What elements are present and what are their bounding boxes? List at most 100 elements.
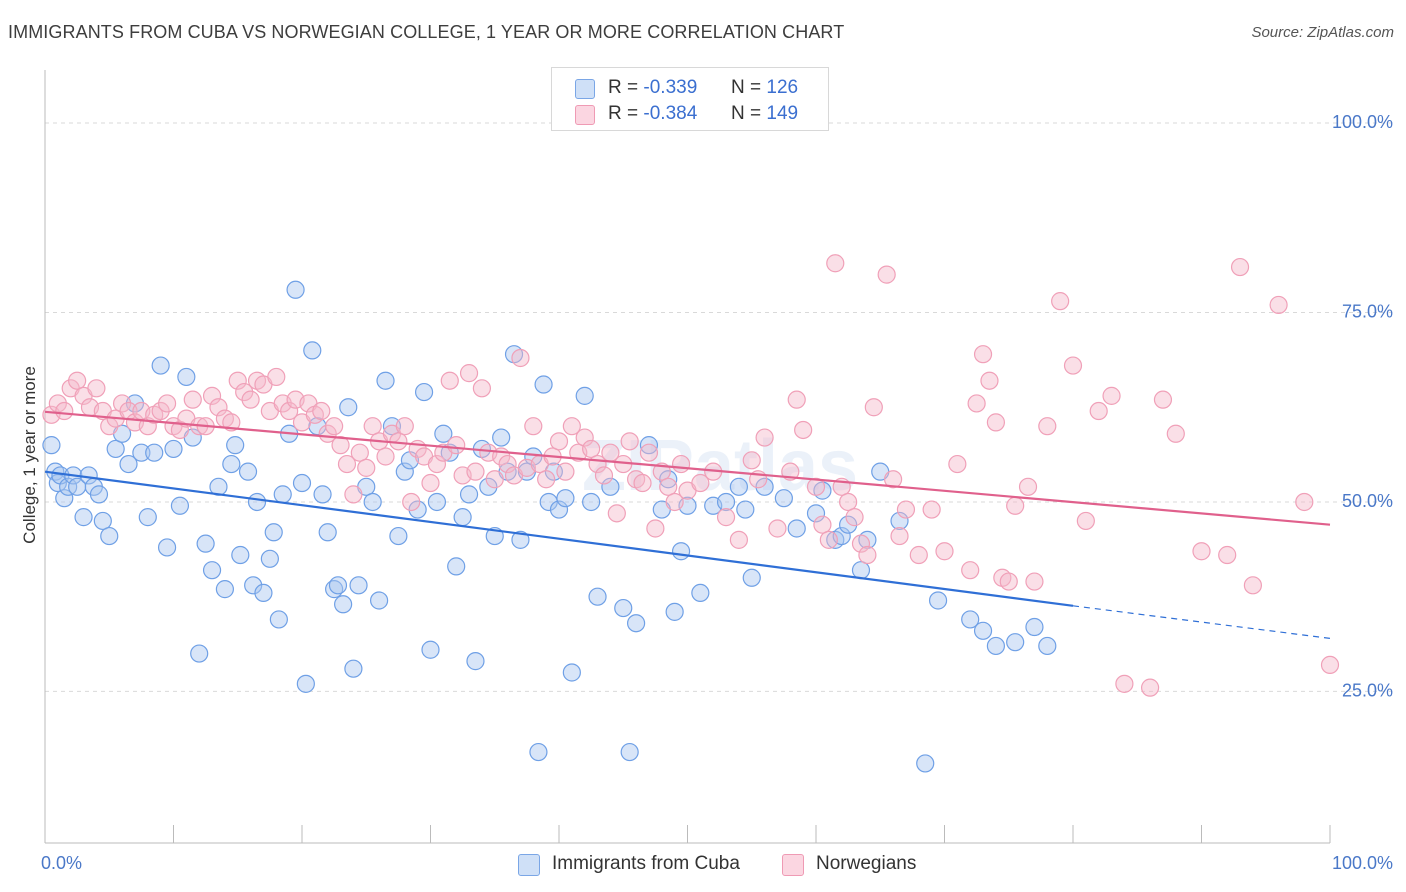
data-point [768,519,787,538]
data-point [280,401,299,421]
data-point [177,367,196,387]
data-point [1269,295,1288,315]
data-point [170,496,190,515]
data-point [659,470,678,489]
data-point [742,568,761,587]
data-point [851,534,871,553]
data-point [215,580,234,599]
correlation-legend: R = -0.339 N = 126 R = -0.384 N = 149 [551,67,829,131]
data-point [575,386,594,405]
data-point [961,561,980,580]
data-point [896,500,916,519]
data-point [999,572,1018,591]
data-point [813,515,832,534]
data-point [151,401,170,421]
data-point [755,477,774,496]
data-point [1140,678,1160,697]
data-point [562,417,581,436]
data-point [716,508,736,527]
trend-layer [44,410,1331,639]
data-point [626,614,646,633]
data-point [453,508,472,527]
legend-r-value-norwegians: -0.384 [643,103,698,124]
data-point [164,439,183,459]
bottom-legend-swatch-cuba [518,854,540,876]
data-point [119,454,138,474]
data-point [986,413,1006,432]
data-point [594,466,614,485]
data-point [485,470,504,489]
data-point [845,508,864,527]
data-point [363,492,382,512]
data-point [858,545,877,565]
data-point [537,470,556,489]
data-point [556,462,575,481]
data-point [806,504,826,523]
data-point [395,417,414,436]
data-point [839,515,858,534]
data-point [421,473,440,493]
data-point [755,428,774,447]
data-point [883,470,903,489]
data-point [691,583,710,603]
data-point [1038,417,1057,436]
y-tick-label: 75.0% [1342,302,1393,322]
legend-swatch-cuba [575,79,595,99]
data-point [231,545,250,565]
data-point [890,511,909,531]
data-point [222,413,241,432]
trend-line-0 [44,470,1074,607]
data-point [447,436,466,455]
bottom-legend-label-cuba: Immigrants from Cuba [552,853,740,874]
legend-r-value-cuba: -0.339 [643,77,698,98]
data-point [774,489,793,508]
data-point [787,390,806,409]
data-point [787,519,806,538]
data-point [350,443,369,462]
data-point [241,390,260,409]
data-point [247,492,267,512]
data-point [671,542,691,561]
data-point [890,526,909,546]
data-point [582,492,601,512]
legend-r-label: R = [608,103,639,124]
data-point [349,576,368,595]
data-point [87,379,106,398]
data-point [434,424,453,443]
data-point [459,364,479,383]
data-point [864,398,883,417]
data-point [363,417,382,436]
data-point [273,485,292,504]
data-point [639,443,659,462]
data-point [389,526,408,546]
data-point [151,356,170,375]
legend-r-label: R = [608,77,639,98]
data-point [1038,636,1057,656]
data-point [447,557,466,576]
data-point [665,602,684,621]
data-point [961,610,980,629]
data-point [408,500,427,519]
data-point [556,489,575,508]
data-point [588,587,607,606]
data-point [382,417,402,436]
data-point [202,561,222,580]
data-point [370,591,389,610]
data-point [414,382,434,402]
x-tick-label-max: 100.0% [1332,853,1393,873]
data-point [313,485,332,504]
data-point [659,477,678,496]
data-point [264,523,283,542]
data-point [209,398,228,417]
data-point [254,583,273,603]
data-point [376,371,395,390]
series-layer [42,254,1340,773]
source-label: Source: ZipAtlas.com [1251,24,1394,41]
data-point [472,379,491,398]
data-point [967,394,986,413]
data-point [466,652,485,671]
data-point [459,485,479,504]
data-point [395,462,414,481]
data-point [138,508,157,527]
